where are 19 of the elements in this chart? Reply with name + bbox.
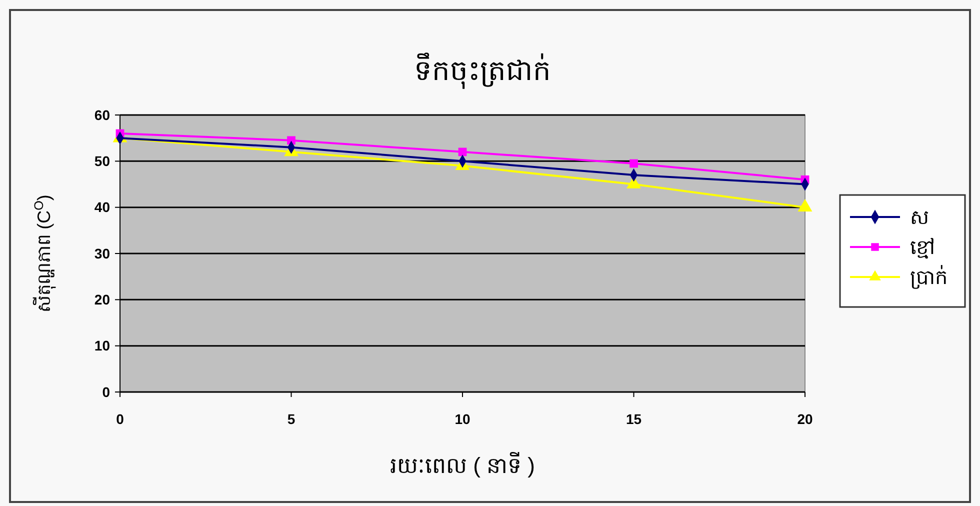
x-tick-label: 20	[797, 411, 813, 427]
legend-label: ស	[910, 207, 929, 229]
y-tick-label: 50	[94, 153, 110, 170]
y-tick-label: 30	[94, 245, 110, 262]
x-tick-label: 5	[287, 411, 296, 427]
y-tick-label: 0	[102, 384, 110, 400]
y-tick-label: 20	[94, 292, 110, 308]
y-tick-label: 10	[94, 338, 110, 354]
x-tick-label: 0	[116, 411, 124, 427]
point	[458, 148, 467, 156]
x-tick-label: 10	[454, 411, 470, 427]
legend-label: ខ្មៅ	[910, 237, 935, 259]
y-tick-label: 60	[94, 106, 110, 123]
x-tick-label: 15	[626, 411, 642, 427]
legend-label: ប្រាក់	[910, 264, 948, 289]
x-axis-title: រយៈពេល ( នាទី )	[390, 452, 535, 478]
y-tick-label: 40	[94, 199, 110, 216]
point	[630, 159, 638, 168]
chart-title: ទឹកចុះត្រជាក់	[414, 52, 551, 89]
